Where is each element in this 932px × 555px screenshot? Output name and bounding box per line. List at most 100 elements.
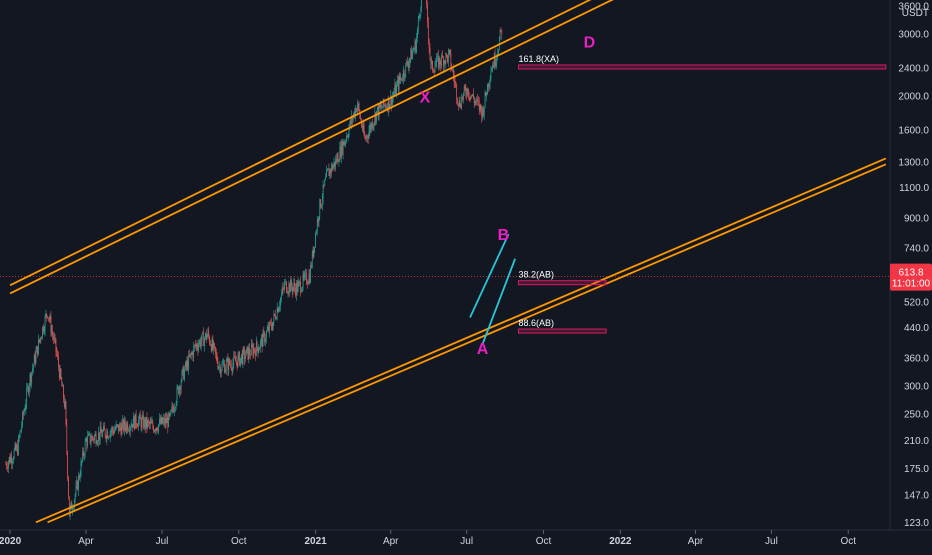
candle-body (360, 117, 362, 120)
candle-body (11, 456, 13, 464)
fib-level-box[interactable] (517, 328, 607, 334)
candle-body (379, 103, 381, 108)
candle-body (109, 432, 111, 438)
candle-body (102, 431, 104, 437)
time-axis[interactable]: 2020 Apr Jul Oct 2021 Apr Jul Oct 2022 Apr Jul Oct (0, 529, 932, 550)
fib-level-box[interactable] (517, 280, 607, 286)
fib-levels-layer[interactable]: 161.8(XA) 38.2(AB) 88.6(AB) (517, 54, 887, 334)
candle-body (434, 66, 436, 73)
candle-body (271, 327, 273, 330)
candle-body (277, 308, 279, 313)
fib-level-box[interactable] (517, 64, 887, 70)
candle-body (16, 445, 18, 450)
candle-body (117, 424, 119, 426)
candle-body (177, 386, 179, 388)
candle-body (169, 410, 171, 416)
candle-body (276, 308, 278, 319)
candle-body (186, 360, 188, 367)
candle-body (187, 360, 189, 370)
candle-body (479, 104, 481, 110)
candle-body (463, 92, 464, 100)
x-tick-label: Apr (78, 536, 94, 547)
candle-body (243, 349, 245, 350)
candle-body (144, 418, 145, 428)
candle-body (427, 22, 429, 39)
candle-body (447, 55, 448, 62)
candle-body (98, 432, 99, 442)
candle-body (488, 82, 490, 88)
candle-body (279, 305, 281, 309)
candle-body (90, 440, 92, 443)
candle-body (478, 101, 480, 110)
candle-body (108, 436, 109, 438)
pattern-point-a: A (477, 341, 489, 358)
candle-body (153, 427, 154, 432)
ab-channel-lower[interactable] (481, 258, 516, 345)
candle-body (421, 0, 422, 9)
candle-body (135, 413, 137, 425)
candle-body (200, 340, 201, 347)
candle-body (296, 283, 297, 296)
candle-body (228, 359, 230, 371)
candle-body (468, 96, 470, 98)
candle-body (91, 436, 93, 441)
candle-body (417, 28, 418, 38)
candle-body (385, 105, 387, 108)
candle-body (420, 8, 422, 15)
candle-body (282, 288, 284, 289)
candle-body (94, 434, 96, 436)
candle-body (263, 331, 265, 333)
candle-body (336, 154, 338, 163)
drawings-layer[interactable] (9, 0, 887, 524)
candle-body (331, 164, 332, 173)
ab-channel-upper[interactable] (469, 233, 510, 318)
candle-body (104, 429, 106, 437)
lower-channel-1[interactable] (35, 157, 887, 524)
candle-body (46, 313, 48, 317)
candle-body (306, 272, 307, 284)
candle-body (273, 313, 275, 322)
candle-body (410, 49, 412, 59)
candle-body (294, 283, 296, 288)
candle-body (266, 329, 268, 332)
candle-body (72, 508, 73, 510)
candle-body (265, 338, 266, 342)
candle-body (459, 100, 461, 107)
candle-body (301, 287, 303, 291)
candle-body (293, 283, 295, 288)
candle-body (129, 430, 130, 432)
candle-body (326, 170, 327, 178)
candle-body (163, 418, 164, 421)
candle-body (206, 335, 208, 340)
y-tick-label: 3000.0 (898, 30, 929, 41)
y-tick-label: 2400.0 (898, 64, 929, 75)
candle-body (139, 414, 140, 420)
candle-body (406, 61, 407, 64)
candle-body (143, 415, 144, 428)
candle-body (127, 423, 129, 431)
candle-body (78, 475, 80, 479)
candle-body (172, 406, 174, 409)
upper-channel-2[interactable] (9, 0, 632, 295)
candle-body (311, 251, 313, 267)
candle-body (168, 413, 169, 428)
upper-channel-1[interactable] (9, 0, 632, 287)
candle-body (134, 416, 135, 429)
candle-body (55, 338, 57, 351)
y-tick-label: 300.0 (904, 382, 929, 393)
candle-body (155, 427, 157, 431)
candle-body (29, 374, 31, 386)
x-tick-label: 2020 (0, 536, 22, 547)
candle-body (97, 441, 99, 444)
candle-body (416, 37, 417, 53)
candle-body (190, 353, 192, 355)
candle-body (205, 333, 207, 340)
candle-body (321, 204, 322, 208)
candle-body (426, 0, 427, 5)
candle-body (210, 343, 211, 346)
lower-channel-2[interactable] (47, 163, 887, 524)
candle-body (207, 330, 209, 336)
y-tick-label: 900.0 (904, 214, 929, 225)
